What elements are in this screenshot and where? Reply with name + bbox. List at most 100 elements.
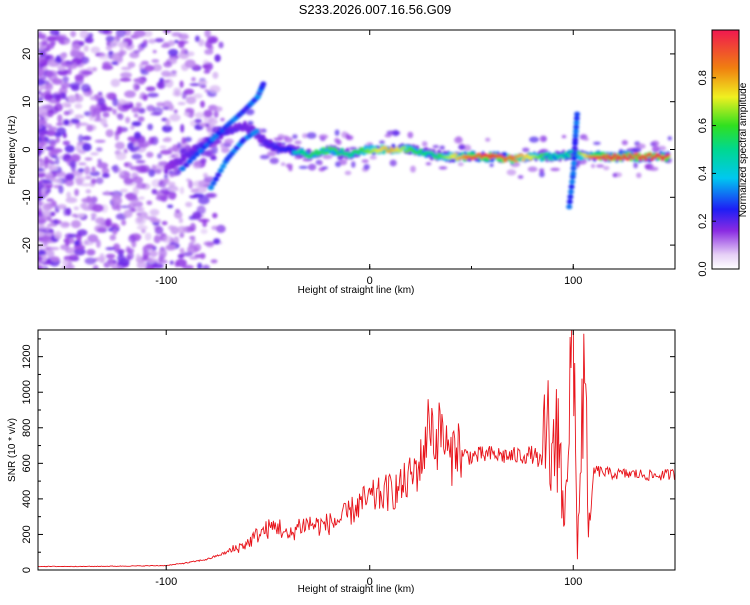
ridge-blob <box>573 120 580 126</box>
ridge-blob <box>554 154 559 157</box>
ridge-blob <box>638 157 643 161</box>
noise-blob <box>180 48 188 55</box>
colorbar-label: Normalized spectral amplitude <box>738 82 749 217</box>
noise-blob <box>506 169 517 176</box>
noise-blob <box>318 160 323 166</box>
noise-blob <box>590 163 596 169</box>
noise-blob <box>90 152 99 156</box>
noise-blob <box>621 140 628 146</box>
noise-blob <box>70 220 82 229</box>
noise-blob <box>83 242 94 246</box>
noise-blob <box>101 64 114 71</box>
noise-blob <box>65 174 71 181</box>
noise-blob <box>120 66 132 71</box>
noise-blob <box>196 186 207 194</box>
ridge-blob <box>546 157 552 161</box>
noise-blob <box>54 231 62 240</box>
noise-blob <box>82 143 92 152</box>
noise-blob <box>57 204 67 210</box>
noise-blob <box>206 192 218 199</box>
noise-blob <box>132 176 144 184</box>
noise-blob <box>170 226 179 235</box>
ridge-blob <box>264 139 270 144</box>
noise-blob <box>194 118 202 124</box>
noise-blob <box>651 140 660 147</box>
noise-blob <box>133 113 139 118</box>
noise-blob <box>463 144 472 152</box>
noise-blob <box>101 167 110 175</box>
noise-blob <box>177 101 186 106</box>
ridge-blob <box>332 147 337 151</box>
noise-blob <box>38 94 42 98</box>
noise-blob <box>152 63 163 72</box>
noise-blob <box>169 174 174 178</box>
snr-y-ticks: 0 200 400 600 800 1000 1200 <box>21 338 675 573</box>
noise-blob <box>421 141 428 147</box>
noise-blob <box>71 85 80 92</box>
ridge-blob <box>501 156 506 160</box>
noise-blob <box>269 157 279 164</box>
noise-blob <box>203 109 213 118</box>
noise-blob <box>44 174 54 180</box>
ridge-blob <box>571 155 578 161</box>
noise-blob <box>81 70 93 76</box>
noise-blob <box>38 124 43 130</box>
ridge-blob <box>314 149 319 153</box>
noise-blob <box>177 142 182 149</box>
noise-blob <box>65 179 74 187</box>
noise-blob <box>66 191 71 199</box>
noise-blob <box>105 218 112 227</box>
colorbar-ticks: 0.0 0.2 0.4 0.6 0.8 <box>697 70 716 277</box>
noise-blob <box>70 154 81 162</box>
ridge-blob <box>567 155 572 158</box>
noise-blob <box>178 33 189 40</box>
ridge-blob <box>513 159 519 163</box>
ridge-blob <box>601 154 607 158</box>
noise-blob <box>74 103 83 109</box>
noise-blob <box>52 78 63 85</box>
noise-blob <box>199 252 206 260</box>
noise-blob <box>188 180 193 189</box>
noise-blob <box>199 83 207 89</box>
noise-blob <box>154 226 164 235</box>
noise-blob <box>38 146 44 155</box>
snr-panel: -100 0 100 0 200 400 600 800 1000 1200 Height of… <box>7 329 676 595</box>
ridge-blob <box>550 158 555 161</box>
noise-blob <box>112 228 118 235</box>
noise-blob <box>50 151 59 155</box>
noise-blob <box>175 208 181 214</box>
noise-blob <box>123 148 128 154</box>
y-tick-label: 1000 <box>21 380 33 404</box>
ridge-blob <box>561 156 566 160</box>
noise-blob <box>151 59 160 63</box>
noise-blob <box>151 263 164 269</box>
ridge-blob <box>653 155 658 159</box>
noise-blob <box>189 235 196 240</box>
noise-blob <box>183 252 193 257</box>
ridge-blob <box>642 155 647 159</box>
noise-blob <box>105 35 115 42</box>
noise-blob <box>76 229 88 237</box>
ridge-blob <box>387 150 392 153</box>
noise-blob <box>292 134 298 140</box>
ridge-blob <box>431 154 436 157</box>
noise-blob <box>168 191 177 200</box>
noise-blob <box>67 233 79 238</box>
ridge-blob <box>429 151 434 155</box>
noise-blob <box>109 234 117 241</box>
noise-blob <box>194 35 200 43</box>
noise-blob <box>67 67 72 75</box>
noise-blob <box>361 159 369 164</box>
noise-blob <box>67 94 77 104</box>
noise-blob <box>168 104 174 111</box>
noise-blob <box>205 123 210 128</box>
noise-blob <box>38 157 43 162</box>
noise-blob <box>43 93 53 101</box>
noise-blob <box>49 202 54 208</box>
ridge-blob <box>647 152 652 156</box>
ridge-blob <box>190 155 197 161</box>
noise-blob <box>603 166 610 171</box>
noise-blob <box>70 44 82 49</box>
noise-blob <box>100 117 108 126</box>
noise-blob <box>407 131 414 139</box>
